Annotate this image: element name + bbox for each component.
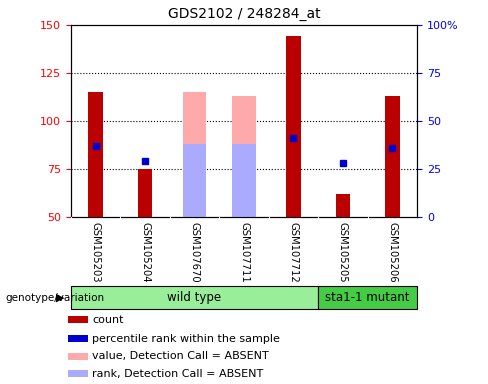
Bar — [336, 194, 350, 217]
Bar — [71, 286, 318, 309]
Bar — [68, 370, 88, 377]
Bar — [286, 36, 301, 217]
Text: count: count — [92, 315, 123, 325]
Bar — [183, 92, 206, 217]
Bar — [68, 335, 88, 343]
Text: GSM107712: GSM107712 — [288, 222, 299, 283]
Bar — [183, 144, 206, 217]
Title: GDS2102 / 248284_at: GDS2102 / 248284_at — [168, 7, 320, 21]
Bar — [385, 96, 400, 217]
Text: GSM105204: GSM105204 — [140, 222, 150, 283]
Text: value, Detection Call = ABSENT: value, Detection Call = ABSENT — [92, 351, 269, 361]
Text: genotype/variation: genotype/variation — [5, 293, 104, 303]
Text: wild type: wild type — [167, 291, 222, 304]
Text: ▶: ▶ — [57, 293, 65, 303]
Bar — [68, 353, 88, 360]
Bar — [68, 316, 88, 323]
Bar — [232, 144, 256, 217]
Text: GSM105203: GSM105203 — [90, 222, 101, 283]
Bar — [138, 169, 152, 217]
Text: GSM105205: GSM105205 — [338, 222, 348, 283]
Text: GSM107711: GSM107711 — [239, 222, 249, 283]
Text: percentile rank within the sample: percentile rank within the sample — [92, 334, 280, 344]
Text: GSM107670: GSM107670 — [189, 222, 200, 283]
Text: rank, Detection Call = ABSENT: rank, Detection Call = ABSENT — [92, 369, 264, 379]
Text: GSM105206: GSM105206 — [387, 222, 398, 283]
Bar — [318, 286, 417, 309]
Text: sta1-1 mutant: sta1-1 mutant — [325, 291, 410, 304]
Bar — [232, 96, 256, 217]
Bar — [88, 92, 103, 217]
